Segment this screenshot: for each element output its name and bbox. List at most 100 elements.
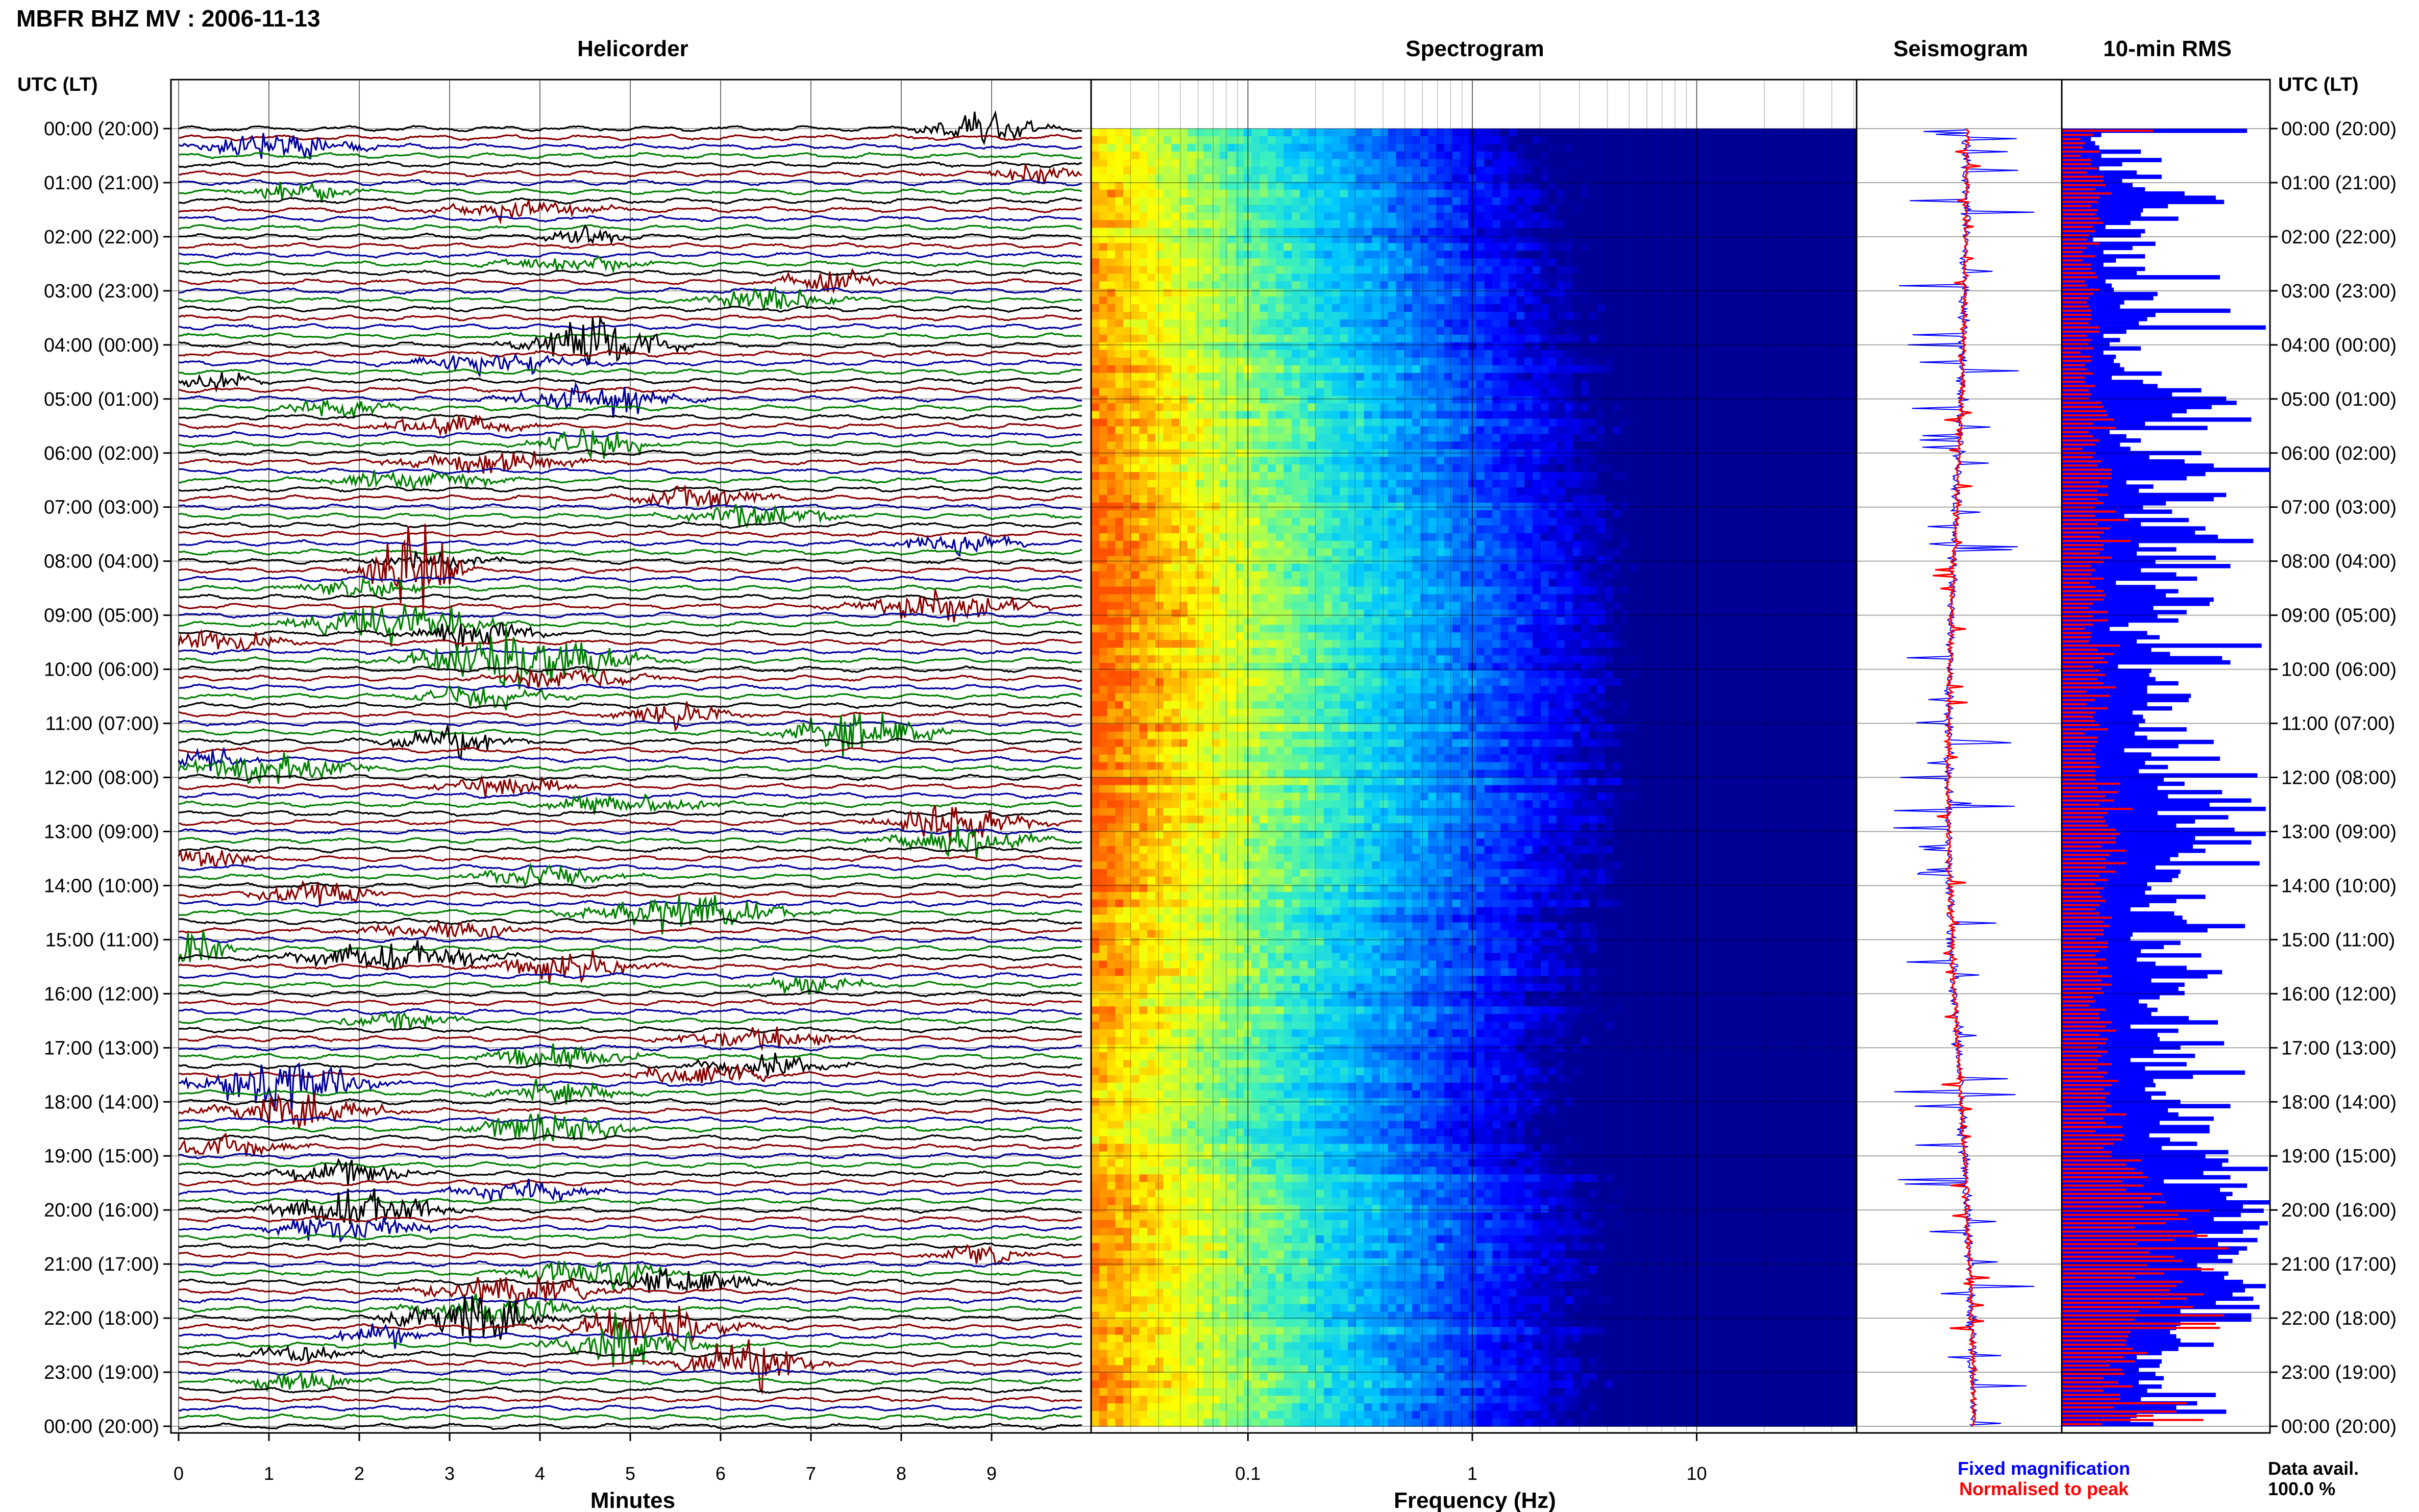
spectrogram-cell [1693,189,1701,198]
spectrogram-cell [1331,129,1341,137]
spectrogram-cell [1693,327,1701,335]
spectrogram-cell [1324,189,1332,198]
spectrogram-cell [1251,472,1260,480]
spectrogram-cell [1516,357,1525,366]
spectrogram-cell [1837,373,1846,381]
spectrogram-cell [1500,388,1509,396]
spectrogram-cell [1637,434,1645,442]
spectrogram-cell [1701,449,1710,458]
spectrogram-cell [1789,342,1798,351]
spectrogram-cell [1340,380,1348,389]
spectrogram-cell [1307,189,1317,198]
spectrogram-cell [1187,174,1196,183]
spectrogram-cell [1733,357,1742,366]
spectrogram-cell [1179,235,1188,244]
spectrogram-cell [1372,143,1380,152]
spectrogram-cell [1725,205,1734,213]
spectrogram-cell [1813,159,1822,167]
spectrogram-cell [1717,312,1726,320]
spectrogram-cell [1613,205,1621,213]
spectrogram-cell [1236,151,1244,160]
spectrogram-cell [1605,143,1613,152]
spectrogram-cell [1099,503,1108,511]
spectrogram-cell [1195,189,1204,198]
spectrogram-cell [1572,174,1582,183]
spectrogram-cell [1307,480,1317,488]
spectrogram-cell [1589,403,1597,412]
spectrogram-cell [1476,166,1485,175]
spectrogram-cell [1620,304,1630,312]
spectrogram-cell [1155,281,1164,289]
spectrogram-cell [1364,266,1373,275]
spectrogram-cell [1155,151,1164,160]
spectrogram-cell [1203,380,1212,389]
spectrogram-cell [1299,350,1309,358]
spectrogram-cell [1436,388,1445,396]
spectrogram-cell [1412,487,1421,495]
spectrogram-cell [1805,258,1814,267]
spectrogram-cell [1171,388,1180,396]
spectrogram-cell [1091,136,1100,144]
spectrogram-cell [1396,426,1405,435]
spectrogram-cell [1596,441,1606,450]
spectrogram-cell [1677,296,1686,305]
spectrogram-cell [1099,426,1108,435]
spectrogram-cell [1396,388,1405,396]
spectrogram-cell [1155,266,1164,275]
spectrogram-cell [1331,434,1341,442]
spectrogram-cell [1532,319,1541,328]
spectrogram-cell [1685,457,1694,465]
spectrogram-cell [1797,464,1806,473]
spectrogram-cell [1227,449,1236,458]
spectrogram-cell [1364,189,1373,198]
spectrogram-cell [1283,159,1292,167]
spectrogram-cell [1292,235,1300,244]
spectrogram-cell [1260,174,1268,183]
spectrogram-cell [1260,342,1268,351]
spectrogram-cell [1412,182,1421,190]
spectrogram-cell [1677,464,1686,473]
spectrogram-cell [1605,159,1613,167]
spectrogram-cell [1845,388,1854,396]
spectrogram-cell [1307,342,1317,351]
spectrogram-cell [1805,464,1814,473]
spectrogram-cell [1669,495,1677,503]
spectrogram-cell [1733,434,1742,442]
spectrogram-cell [1813,243,1822,252]
helicorder-x-tick-label: 5 [625,1463,635,1484]
spectrogram-cell [1645,251,1653,259]
spectrogram-cell [1548,319,1557,328]
spectrogram-cell [1348,388,1356,396]
spectrogram-cell [1147,166,1156,175]
spectrogram-cell [1356,159,1365,167]
spectrogram-cell [1484,434,1493,442]
spectrogram-cell [1821,274,1830,282]
spectrogram-cell [1757,380,1766,389]
spectrogram-cell [1500,334,1509,343]
spectrogram-cell [1557,434,1565,442]
spectrogram-cell [1340,373,1348,381]
spectrogram-cell [1388,159,1397,167]
spectrogram-cell [1268,166,1276,175]
spectrogram-cell [1765,281,1774,289]
spectrogram-cell [1476,350,1485,358]
spectrogram-cell [1821,395,1830,404]
spectrogram-cell [1316,380,1324,389]
spectrogram-cell [1428,457,1437,465]
spectrogram-cell [1548,350,1557,358]
spectrogram-cell [1163,334,1172,343]
spectrogram-cell [1187,487,1196,495]
spectrogram-cell [1693,182,1701,190]
spectrogram-cell [1292,159,1300,167]
spectrogram-cell [1596,258,1606,267]
spectrogram-cell [1821,411,1830,419]
spectrogram-cell [1404,289,1413,297]
spectrogram-cell [1749,220,1758,229]
spectrogram-cell [1484,426,1493,435]
spectrogram-cell [1516,487,1525,495]
spectrogram-cell [1709,235,1718,244]
spectrogram-cell [1299,182,1309,190]
spectrogram-cell [1404,342,1413,351]
spectrogram-cell [1324,464,1332,473]
spectrogram-cell [1596,487,1606,495]
